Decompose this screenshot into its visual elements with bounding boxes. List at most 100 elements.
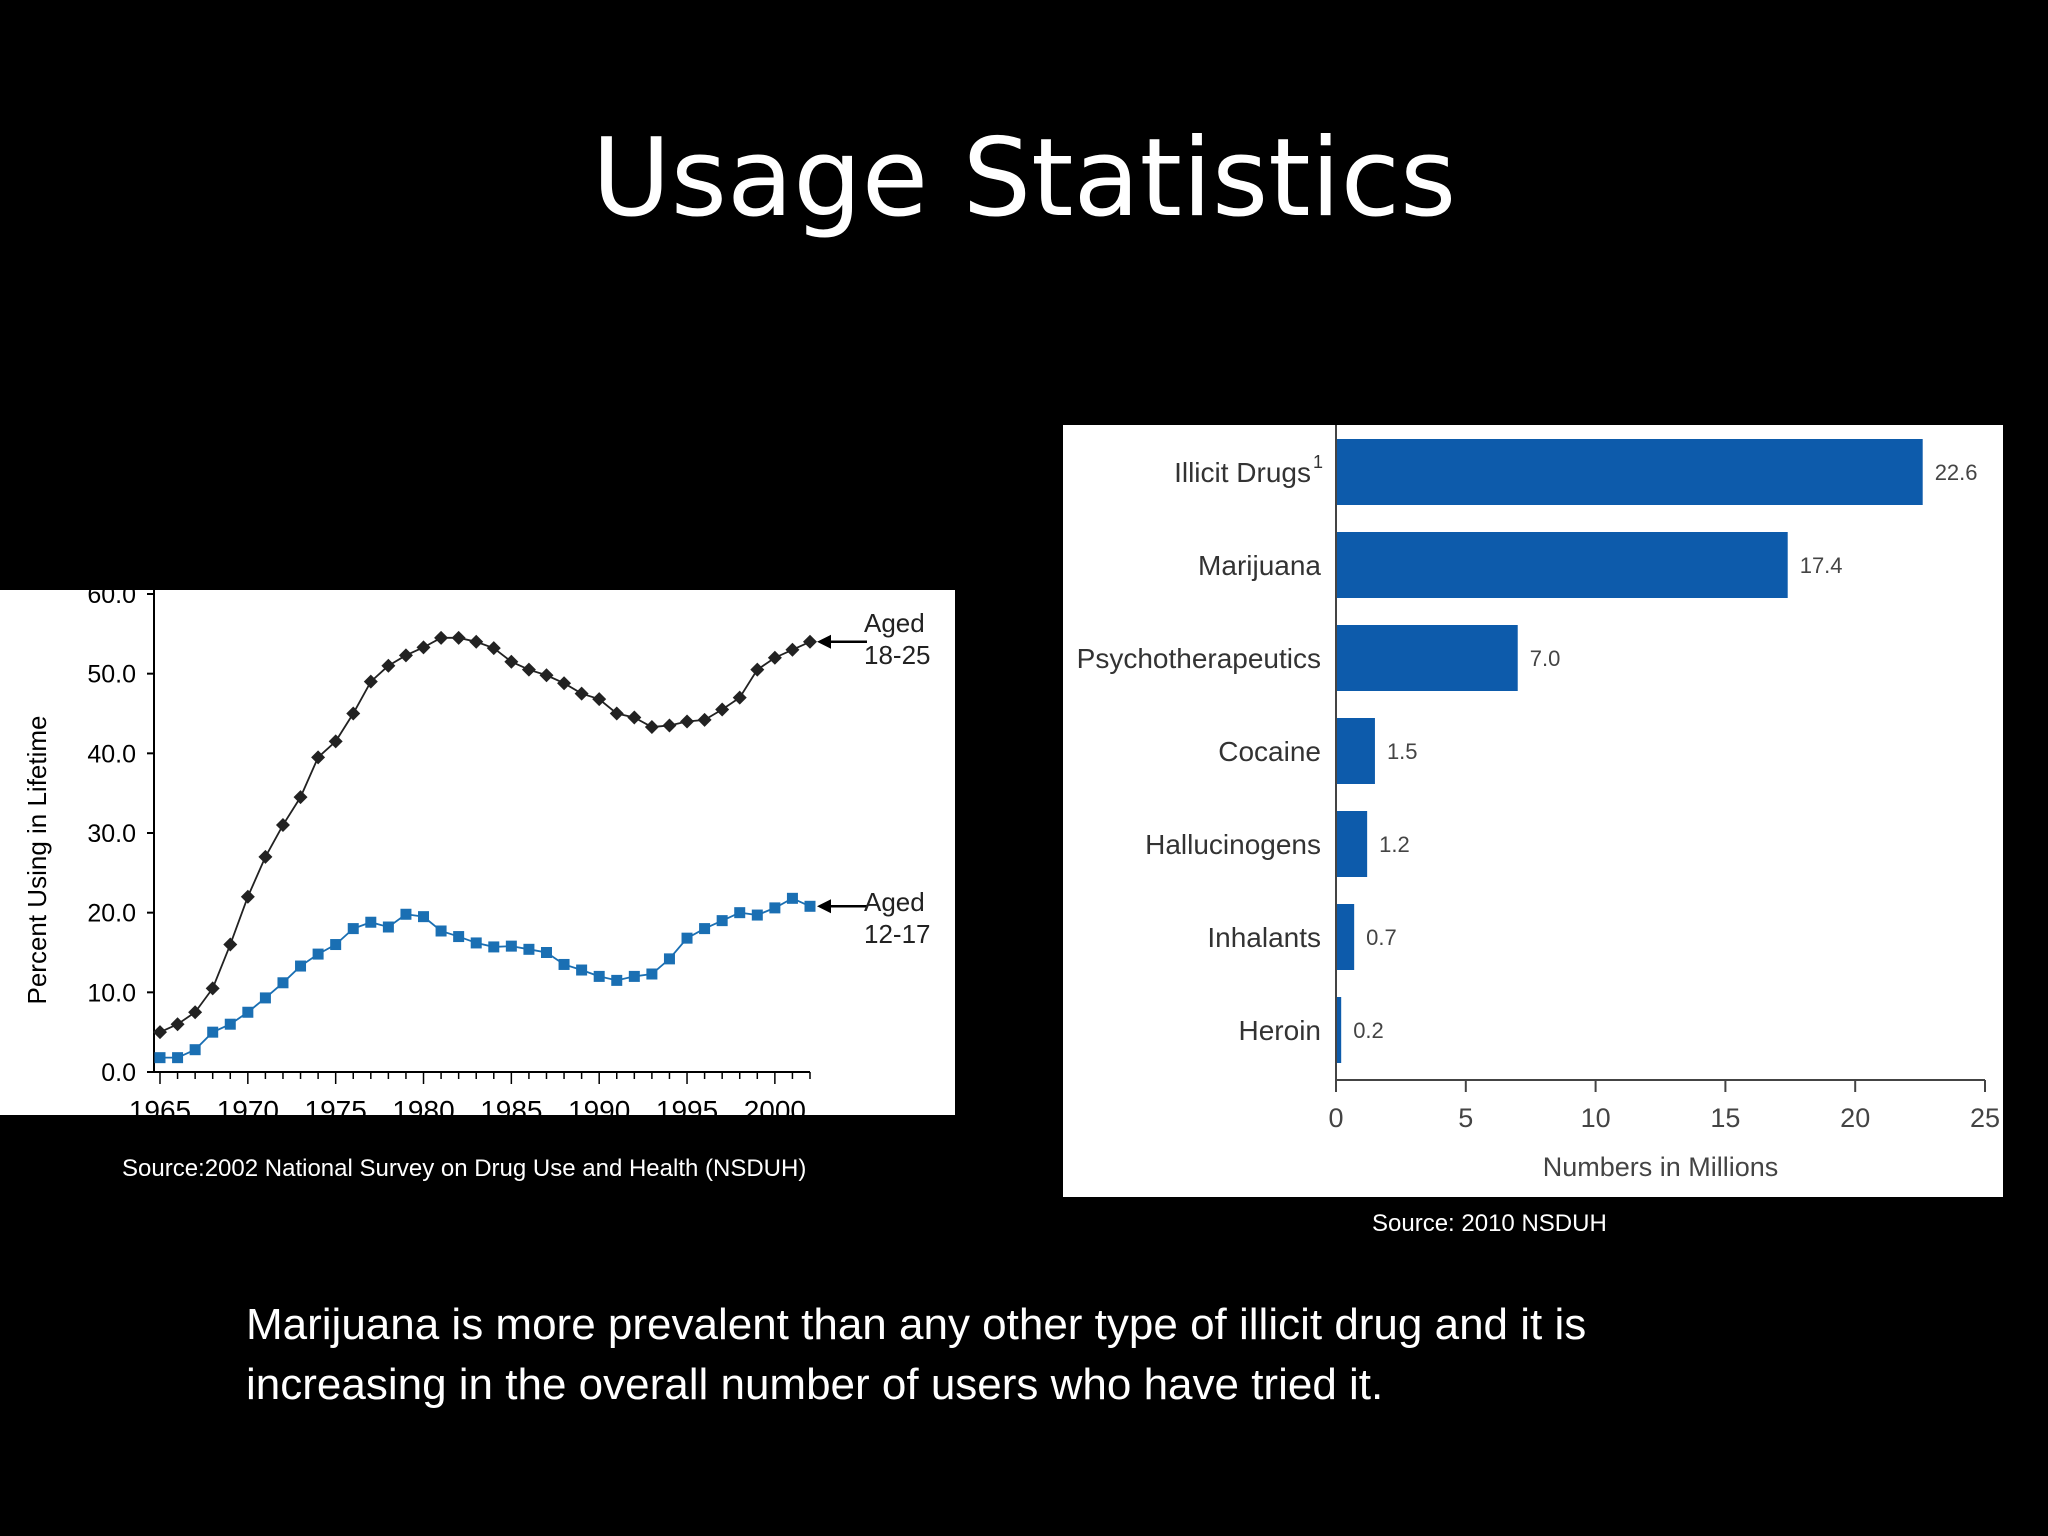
data-point-square bbox=[347, 923, 359, 935]
data-point-square bbox=[663, 953, 675, 965]
x-axis-title: Numbers in Millions bbox=[1543, 1152, 1779, 1182]
data-point-diamond bbox=[627, 710, 642, 725]
data-point-square bbox=[312, 948, 324, 960]
data-point-diamond bbox=[767, 650, 782, 665]
bar-value-label: 0.2 bbox=[1353, 1018, 1384, 1043]
bar-value-label: 0.7 bbox=[1366, 925, 1397, 950]
y-tick-label: 10.0 bbox=[87, 979, 136, 1007]
x-tick-label: 15 bbox=[1710, 1103, 1740, 1133]
data-point-diamond bbox=[398, 648, 413, 663]
summary-line-2: increasing in the overall number of user… bbox=[246, 1360, 1384, 1409]
data-point-square bbox=[558, 958, 570, 970]
category-label: Illicit Drugs bbox=[1174, 457, 1311, 488]
data-point-diamond bbox=[293, 790, 308, 805]
series-line-18-25 bbox=[159, 636, 811, 1033]
data-point-diamond bbox=[188, 1005, 203, 1020]
data-point-square bbox=[488, 941, 500, 953]
data-point-square bbox=[699, 923, 711, 935]
data-point-square bbox=[505, 940, 517, 952]
category-label: Cocaine bbox=[1218, 736, 1321, 767]
x-tick-label: 0 bbox=[1328, 1103, 1343, 1133]
data-point-square bbox=[681, 932, 693, 944]
slide-title: Usage Statistics bbox=[591, 116, 1457, 241]
data-point-square bbox=[523, 943, 535, 955]
data-point-square bbox=[435, 925, 447, 937]
y-tick-label: 30.0 bbox=[87, 820, 136, 848]
data-point-diamond bbox=[803, 634, 817, 649]
y-tick-label: 0.0 bbox=[101, 1059, 136, 1087]
bar-inhalants bbox=[1336, 904, 1355, 970]
bar-marijuana bbox=[1336, 532, 1788, 598]
y-tick-label: 20.0 bbox=[87, 900, 136, 928]
data-point-diamond bbox=[521, 662, 536, 677]
data-point-diamond bbox=[451, 630, 466, 645]
category-label: Hallucinogens bbox=[1145, 829, 1321, 860]
bar-value-label: 17.4 bbox=[1800, 553, 1843, 578]
data-point-diamond bbox=[732, 690, 747, 705]
data-point-diamond bbox=[205, 981, 220, 996]
x-tick-label: 10 bbox=[1581, 1103, 1611, 1133]
lifetime-use-line-chart: 0.0 10.0 20.0 30.0 40.0 50.0 60.0 1965 1970 1975 1… bbox=[0, 590, 955, 1115]
bar-illicit-drugs bbox=[1336, 439, 1923, 505]
series-label-line2: 12-17 bbox=[864, 919, 931, 949]
data-point-diamond bbox=[434, 630, 449, 645]
data-point-diamond bbox=[785, 642, 800, 657]
data-point-square bbox=[593, 970, 605, 982]
x-tick-label: 1975 bbox=[305, 1095, 367, 1115]
bar-hallucinogens bbox=[1336, 811, 1368, 877]
data-point-square bbox=[628, 970, 640, 982]
data-point-diamond bbox=[469, 634, 484, 649]
data-point-diamond bbox=[311, 750, 326, 765]
data-point-diamond bbox=[644, 720, 659, 735]
data-point-diamond bbox=[662, 718, 677, 733]
data-point-diamond bbox=[223, 937, 238, 952]
data-point-diamond bbox=[363, 674, 378, 689]
data-point-diamond bbox=[258, 849, 273, 864]
data-point-square bbox=[330, 939, 342, 951]
series-label-line2: 18-25 bbox=[864, 640, 931, 670]
data-point-diamond bbox=[557, 676, 572, 691]
series-label-line1: Aged bbox=[864, 608, 925, 638]
data-point-diamond bbox=[592, 692, 607, 707]
x-tick-label: 1965 bbox=[129, 1095, 191, 1115]
data-point-square bbox=[611, 974, 623, 986]
data-point-square bbox=[540, 947, 552, 958]
category-label: Psychotherapeutics bbox=[1077, 643, 1321, 674]
category-label: Inhalants bbox=[1207, 922, 1321, 953]
summary-line-1: Marijuana is more prevalent than any oth… bbox=[246, 1300, 1587, 1349]
series-label-line1: Aged bbox=[864, 887, 925, 917]
data-point-square bbox=[576, 964, 588, 976]
data-point-square bbox=[453, 931, 465, 943]
data-point-square bbox=[189, 1044, 201, 1056]
data-point-square bbox=[769, 902, 781, 914]
data-point-diamond bbox=[416, 640, 431, 655]
data-point-diamond bbox=[153, 1025, 167, 1040]
data-point-diamond bbox=[539, 668, 554, 683]
data-point-diamond bbox=[240, 889, 255, 904]
data-point-diamond bbox=[275, 818, 290, 833]
drug-users-bar-chart: 22.6 Illicit Drugs 1 17.4 Marijuana 7.0 Psycho… bbox=[1063, 425, 2003, 1197]
series-line-12-17 bbox=[160, 897, 811, 1059]
data-point-square bbox=[242, 1006, 254, 1018]
data-point-square bbox=[646, 968, 658, 980]
x-tick-label: 1995 bbox=[656, 1095, 718, 1115]
data-point-square bbox=[154, 1052, 166, 1064]
data-point-square bbox=[751, 909, 763, 921]
bar-value-label: 1.2 bbox=[1379, 832, 1410, 857]
data-point-square bbox=[382, 921, 394, 933]
data-point-square bbox=[259, 992, 271, 1004]
data-point-diamond bbox=[504, 654, 519, 669]
data-point-diamond bbox=[715, 702, 730, 717]
x-tick-label: 1970 bbox=[217, 1095, 279, 1115]
data-point-square bbox=[207, 1026, 219, 1038]
data-point-square bbox=[224, 1018, 236, 1030]
bar-psychotherapeutics bbox=[1336, 625, 1518, 691]
data-point-diamond bbox=[697, 712, 712, 727]
data-point-diamond bbox=[381, 658, 396, 673]
arrow-head bbox=[817, 899, 831, 914]
data-point-square bbox=[172, 1052, 184, 1064]
data-point-diamond bbox=[680, 714, 695, 729]
data-point-diamond bbox=[170, 1017, 185, 1032]
x-tick-label: 5 bbox=[1458, 1103, 1473, 1133]
data-point-square bbox=[804, 900, 816, 912]
